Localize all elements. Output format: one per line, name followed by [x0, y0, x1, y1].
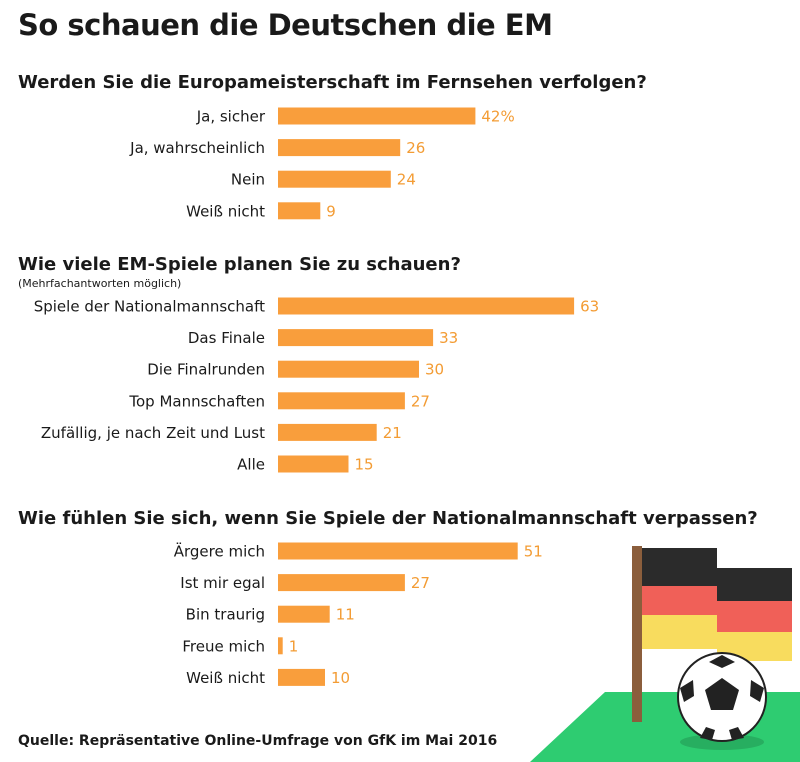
bar — [278, 423, 377, 441]
value-label: 15 — [355, 456, 374, 474]
bar — [278, 574, 405, 592]
value-label: 10 — [331, 669, 350, 687]
category-label: Zufällig, je nach Zeit und Lust — [41, 424, 265, 442]
value-label: 51 — [524, 543, 543, 561]
category-label: Spiele der Nationalmannschaft — [34, 298, 265, 316]
flag-ball-illustration — [530, 546, 800, 762]
chart-title: Wie viele EM-Spiele planen Sie zu schaue… — [18, 254, 461, 275]
page-title: So schauen die Deutschen die EM — [18, 8, 553, 42]
category-label: Das Finale — [188, 329, 265, 347]
bar — [278, 392, 405, 410]
flag-pole — [632, 546, 642, 722]
value-label: 27 — [411, 392, 430, 410]
value-label: 9 — [326, 202, 336, 220]
charts-layer: Werden Sie die Europameisterschaft im Fe… — [18, 72, 758, 687]
category-label: Weiß nicht — [186, 202, 265, 220]
bar — [278, 637, 283, 655]
bar — [278, 360, 419, 378]
value-label: 21 — [383, 424, 402, 442]
value-label: 11 — [336, 606, 355, 624]
bar — [278, 139, 401, 157]
chart-section-1: Werden Sie die Europameisterschaft im Fe… — [18, 72, 647, 220]
bar — [278, 297, 575, 315]
bar — [278, 605, 330, 623]
bar — [278, 329, 434, 347]
value-label: 27 — [411, 574, 430, 592]
category-label: Top Mannschaften — [128, 392, 265, 410]
source-note: Quelle: Repräsentative Online-Umfrage vo… — [18, 733, 498, 749]
bar — [278, 202, 321, 220]
category-label: Bin traurig — [186, 606, 265, 624]
category-label: Freue mich — [182, 637, 265, 655]
value-label: 63 — [580, 298, 599, 316]
german-flag-front — [642, 548, 717, 649]
category-label: Ja, wahrscheinlich — [129, 139, 265, 157]
german-flag-back — [717, 568, 792, 661]
chart-title: Werden Sie die Europameisterschaft im Fe… — [18, 72, 647, 93]
value-label: 1 — [289, 637, 299, 655]
chart-section-2: Wie viele EM-Spiele planen Sie zu schaue… — [18, 254, 599, 474]
value-label: 26 — [406, 139, 425, 157]
bar — [278, 668, 325, 686]
chart-title: Wie fühlen Sie sich, wenn Sie Spiele der… — [18, 508, 758, 529]
value-label: 42% — [481, 108, 514, 126]
football-icon — [677, 652, 767, 742]
category-label: Alle — [237, 456, 265, 474]
value-label: 33 — [439, 329, 458, 347]
value-label: 30 — [425, 361, 444, 379]
chart-section-3: Wie fühlen Sie sich, wenn Sie Spiele der… — [18, 508, 758, 687]
bar — [278, 170, 391, 188]
category-label: Weiß nicht — [186, 669, 265, 687]
bar — [278, 107, 476, 125]
category-label: Ja, sicher — [196, 108, 266, 126]
category-label: Nein — [231, 171, 265, 189]
category-label: Ärgere mich — [174, 542, 265, 561]
bar — [278, 542, 518, 560]
category-label: Die Finalrunden — [147, 361, 265, 379]
bar — [278, 455, 349, 473]
category-label: Ist mir egal — [180, 574, 265, 592]
chart-note: (Mehrfachantworten möglich) — [18, 277, 181, 290]
value-label: 24 — [397, 171, 416, 189]
